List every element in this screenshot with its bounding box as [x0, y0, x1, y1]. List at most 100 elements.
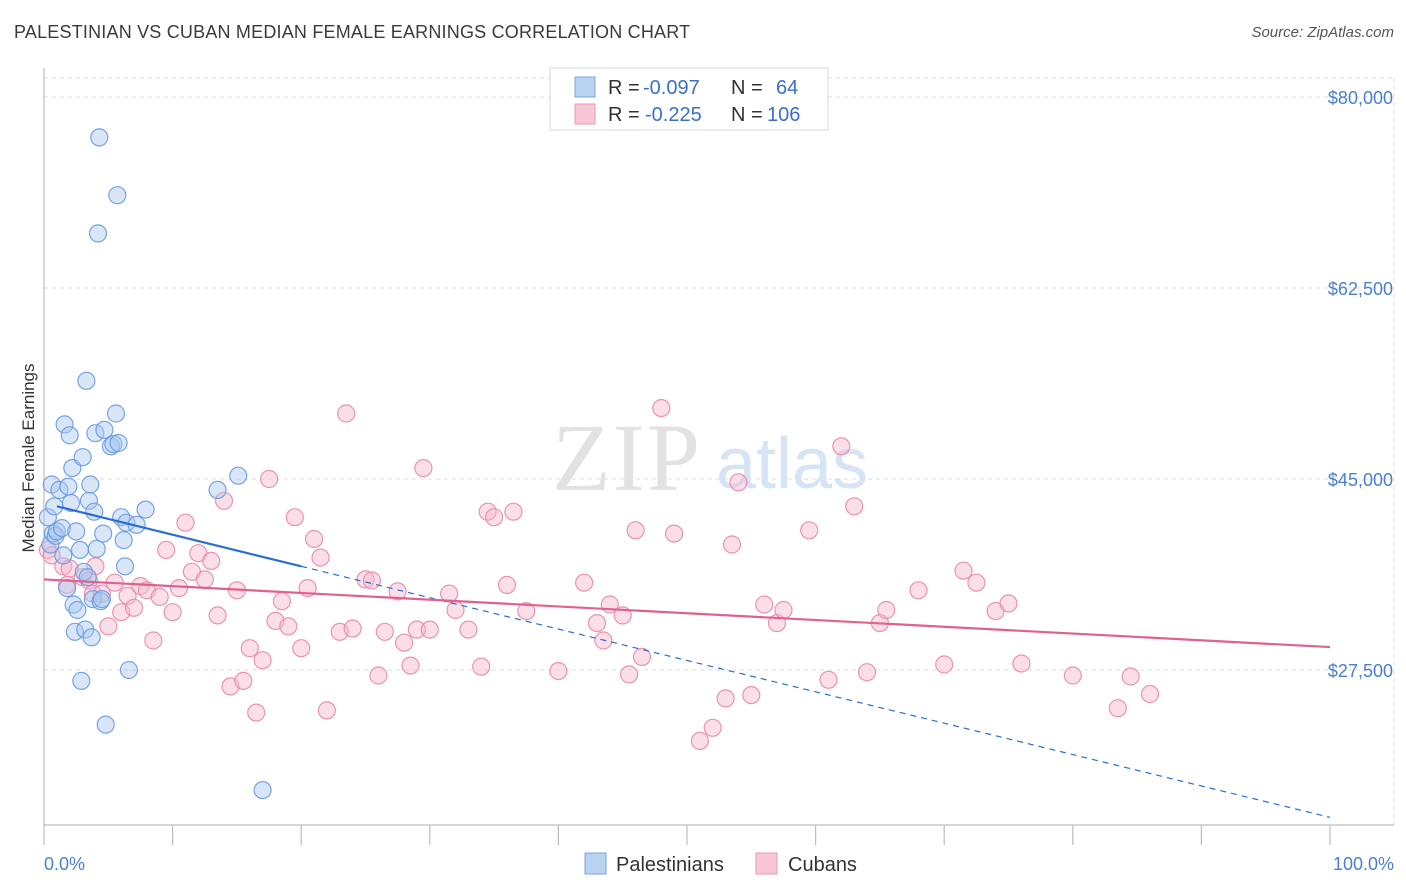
stats-legend: R = -0.097 N = 64 R = -0.225 N = 106 — [549, 67, 829, 131]
cubans-point-66 — [517, 601, 536, 621]
legend-r-value-palestinians: -0.097 — [643, 77, 700, 99]
legend-swatch-cubans — [574, 103, 596, 125]
cubans-point-46 — [337, 404, 356, 423]
palestinians-point-21 — [72, 671, 91, 691]
cubans-point-104 — [1140, 684, 1160, 704]
legend-r-label-cubans: R = — [608, 104, 640, 126]
series-legend: Palestinians Cubans — [584, 852, 857, 876]
cubans-point-20 — [163, 603, 182, 622]
y-tick-label-3: $80,000 — [1328, 88, 1393, 108]
legend-r-value-cubans: -0.225 — [645, 104, 702, 126]
cubans-point-19 — [157, 540, 176, 560]
cubans-point-42 — [305, 529, 324, 549]
y-tick-label-0: $27,500 — [1328, 661, 1393, 681]
legend-n-label-palestinians: N = — [731, 77, 763, 99]
cubans-point-27 — [208, 606, 227, 625]
palestinians-point-29 — [82, 628, 101, 647]
cubans-point-87 — [800, 521, 819, 540]
legend-swatch-palestinians — [574, 76, 596, 98]
cubans-point-101 — [1063, 666, 1082, 685]
cubans-point-14 — [124, 598, 144, 617]
cubans-point-26 — [202, 551, 221, 571]
cubans-point-34 — [253, 651, 272, 670]
palestinians-point-20 — [70, 540, 90, 560]
cubans-point-22 — [176, 513, 195, 532]
cubans-point-80 — [716, 689, 735, 708]
series-legend-label-palestinians: Palestinians — [616, 854, 724, 876]
cubans-point-25 — [195, 570, 214, 589]
cubans-point-99 — [999, 594, 1018, 613]
legend-n-value-cubans: 106 — [767, 104, 800, 126]
palestinians-point-43 — [106, 404, 126, 423]
y-tick-labels: $27,500 $45,000 $62,500 $80,000 — [1328, 88, 1393, 681]
cubans-point-32 — [240, 639, 259, 658]
palestinians-point-19 — [68, 600, 87, 620]
cubans-point-53 — [395, 633, 414, 652]
cubans-point-91 — [857, 663, 877, 682]
cubans-point-77 — [664, 524, 684, 543]
palestinians-point-48 — [115, 557, 135, 576]
palestinians-point-8 — [52, 518, 72, 538]
cubans-point-21 — [169, 578, 189, 598]
watermark-atlas: atlas — [716, 424, 868, 504]
cubans-point-76 — [652, 399, 671, 418]
cubans-point-64 — [497, 575, 517, 595]
cubans-point-31 — [234, 671, 253, 691]
cubans-point-35 — [260, 469, 279, 489]
palestinians-point-9 — [54, 546, 73, 565]
cubans-point-103 — [1121, 667, 1140, 686]
palestinians-point-10 — [55, 415, 74, 434]
cubans-point-68 — [574, 573, 594, 592]
cubans-point-55 — [407, 620, 426, 639]
palestinians-point-55 — [253, 780, 272, 800]
palestinians-point-28 — [81, 475, 100, 494]
cubans-point-17 — [144, 631, 163, 650]
cubans-point-84 — [755, 595, 774, 614]
cubans-point-54 — [401, 656, 420, 675]
cubans-point-65 — [504, 502, 523, 521]
cubans-point-86 — [774, 600, 793, 620]
cubans-point-56 — [414, 459, 433, 478]
palestinians-point-18 — [67, 522, 86, 541]
palestinians-point-38 — [94, 524, 113, 543]
cubans-point-93 — [877, 600, 896, 620]
palestinians-point-13 — [60, 426, 79, 445]
cubans-point-47 — [343, 619, 362, 638]
trend-lines — [43, 505, 1331, 818]
palestinians-point-37 — [92, 589, 112, 609]
palestinians-point-27 — [79, 491, 99, 510]
palestinians-point-0 — [38, 508, 58, 527]
palestinians-trend-line — [56, 505, 302, 568]
cubans-point-18 — [150, 587, 169, 607]
cubans-point-73 — [619, 665, 639, 684]
cubans-point-49 — [362, 571, 381, 590]
legend-n-value-palestinians: 64 — [776, 77, 798, 99]
axes-layer — [43, 68, 1394, 845]
cubans-point-78 — [690, 731, 710, 751]
cubans-point-69 — [587, 613, 607, 633]
palestinians-points — [38, 128, 272, 800]
y-tick-label-1: $45,000 — [1328, 470, 1393, 490]
palestinians-point-45 — [109, 433, 128, 453]
cubans-point-97 — [967, 573, 986, 592]
x-tick-label-min: 0.0% — [44, 854, 85, 874]
cubans-point-100 — [1012, 654, 1031, 673]
cubans-point-94 — [909, 581, 928, 600]
chart-title: PALESTINIAN VS CUBAN MEDIAN FEMALE EARNI… — [14, 22, 691, 42]
palestinians-trend-dashed — [301, 565, 1331, 818]
cubans-point-51 — [375, 622, 394, 641]
cubans-point-74 — [632, 647, 652, 667]
palestinians-point-44 — [108, 186, 127, 205]
cubans-point-81 — [722, 535, 742, 554]
cubans-point-50 — [369, 666, 388, 685]
cubans-point-63 — [485, 508, 504, 527]
cubans-point-75 — [626, 521, 645, 540]
cubans-points — [38, 399, 1160, 751]
cubans-point-39 — [285, 508, 304, 527]
palestinians-point-53 — [208, 480, 227, 499]
cubans-point-38 — [279, 617, 298, 636]
cubans-point-88 — [819, 670, 838, 689]
palestinians-point-6 — [47, 522, 67, 541]
cubans-point-90 — [845, 497, 864, 516]
